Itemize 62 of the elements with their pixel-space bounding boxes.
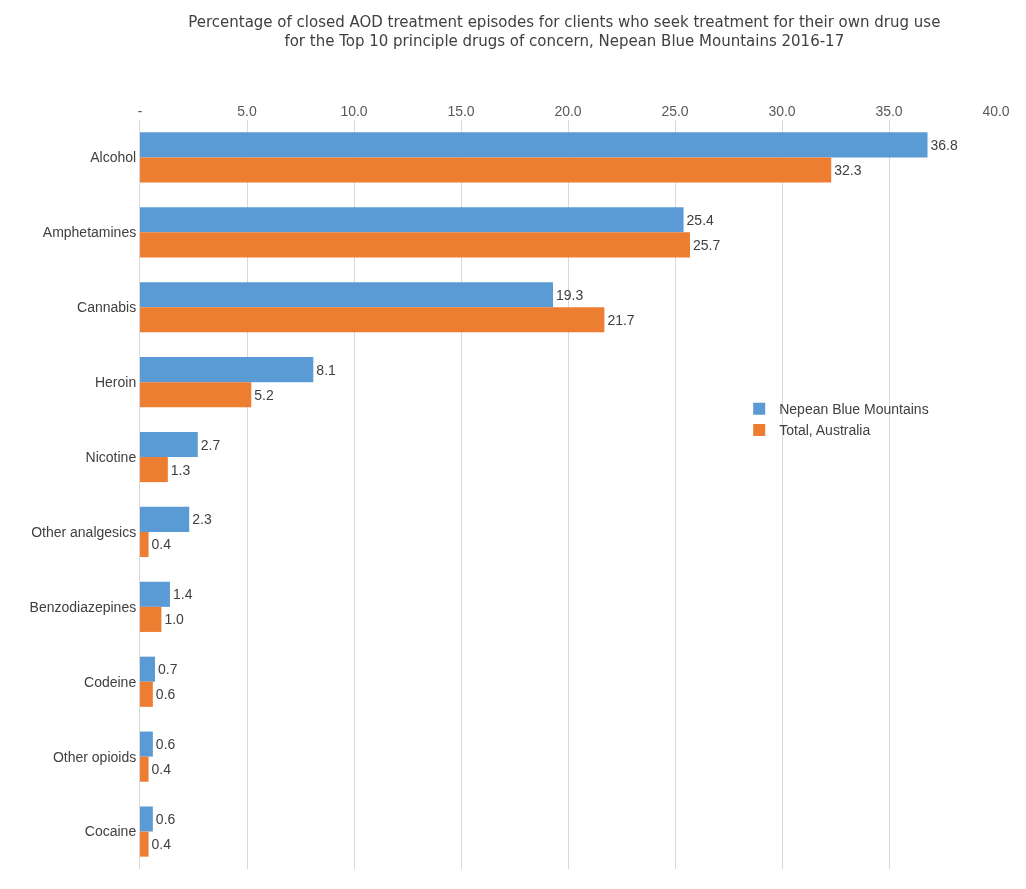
y-tick-label: Other opioids xyxy=(52,748,137,765)
y-tick-label: Benzodiazepines xyxy=(29,598,137,615)
bar xyxy=(140,581,170,607)
data-label: 32.3 xyxy=(834,161,862,178)
y-tick-label: Nicotine xyxy=(85,448,137,465)
data-label: 25.7 xyxy=(692,236,721,253)
bar xyxy=(140,681,153,707)
legend-label: Total, Australia xyxy=(779,422,871,439)
x-tick-label: 35.0 xyxy=(875,103,903,120)
bar xyxy=(140,606,162,632)
bar xyxy=(140,382,252,408)
data-label: 2.3 xyxy=(192,511,212,528)
data-label: 0.4 xyxy=(151,536,172,553)
bar xyxy=(140,756,149,782)
y-tick-label: Codeine xyxy=(84,673,137,690)
data-label: 0.6 xyxy=(155,686,176,703)
data-label: 5.2 xyxy=(254,386,274,403)
legend-label: Nepean Blue Mountains xyxy=(779,401,929,418)
x-tick-label: 15.0 xyxy=(447,103,475,120)
bar xyxy=(140,531,149,558)
bar xyxy=(140,207,684,233)
data-label: 21.7 xyxy=(607,311,635,328)
x-tick-label: - xyxy=(137,103,143,120)
chart-title: Percentage of closed AOD treatment episodes for clients who seek treatment for their own drug use for the Top 10 principle drugs of concern, Nepean Blue Mountains 2016-17 xyxy=(188,12,941,51)
bar xyxy=(140,307,605,333)
data-label: 0.7 xyxy=(157,661,178,678)
data-label: 25.4 xyxy=(686,211,715,228)
bar xyxy=(140,357,314,383)
data-label: 0.4 xyxy=(151,836,172,853)
data-label: 1.4 xyxy=(172,586,193,603)
bar xyxy=(140,506,190,532)
y-tick-label: Alcohol xyxy=(90,149,137,166)
data-label: 1.3 xyxy=(170,461,191,478)
x-tick-label: 40.0 xyxy=(982,103,1010,120)
bar xyxy=(140,431,198,458)
bar xyxy=(140,282,554,308)
y-tick-label: Amphetamines xyxy=(42,224,137,241)
bar xyxy=(140,132,928,158)
bar xyxy=(140,656,155,682)
bar xyxy=(140,232,690,258)
y-tick-label: Other analgesics xyxy=(31,523,137,540)
data-label: 1.0 xyxy=(164,611,185,628)
y-tick-label: Cannabis xyxy=(77,299,137,316)
data-label: 36.8 xyxy=(930,136,958,153)
x-tick-label: 10.0 xyxy=(340,103,368,120)
data-label: 0.4 xyxy=(151,761,172,778)
y-tick-label: Heroin xyxy=(94,374,137,391)
x-tick-label: 20.0 xyxy=(554,103,582,120)
bar xyxy=(140,731,153,757)
bar xyxy=(140,806,153,832)
bar xyxy=(140,457,168,483)
data-label: 19.3 xyxy=(556,286,584,303)
x-tick-label: 25.0 xyxy=(661,103,689,120)
x-tick-label: 30.0 xyxy=(768,103,796,120)
y-tick-label: Cocaine xyxy=(84,823,137,840)
data-label: 8.1 xyxy=(316,361,337,378)
bar xyxy=(140,157,832,183)
bar xyxy=(140,831,149,857)
data-label: 2.7 xyxy=(200,436,221,453)
x-tick-label: 5.0 xyxy=(237,103,257,120)
data-label: 0.6 xyxy=(155,736,176,753)
data-label: 0.6 xyxy=(155,811,176,828)
